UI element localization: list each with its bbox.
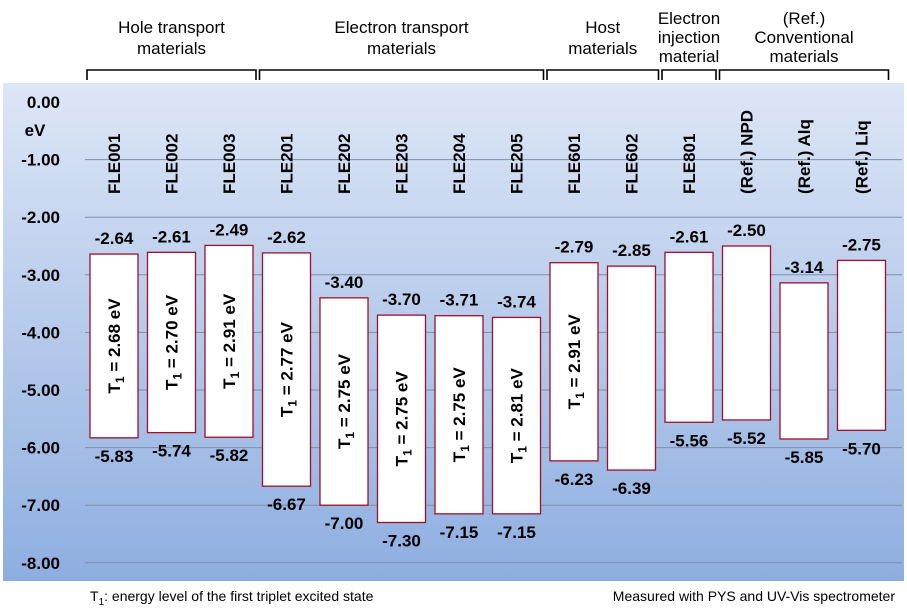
group-label: Electron — [658, 9, 720, 28]
energy-bar — [836, 259, 887, 431]
category-label: FLE204 — [450, 133, 469, 194]
top-value-label: -2.75 — [842, 235, 881, 254]
top-value-label: -2.85 — [612, 241, 651, 260]
triplet-energy-label: T1 = 2.75 eV — [335, 353, 357, 449]
y-tick-label: -8.00 — [21, 554, 60, 573]
y-tick-label: -2.00 — [21, 208, 60, 227]
category-label: FLE003 — [220, 134, 239, 194]
bottom-value-label: -5.56 — [670, 431, 709, 450]
energy-bar — [779, 282, 829, 440]
top-value-label: -2.79 — [555, 238, 594, 257]
bottom-value-label: -5.83 — [95, 447, 134, 466]
group-label: Conventional — [754, 28, 853, 47]
energy-bar — [434, 315, 484, 515]
group-label: materials — [568, 39, 637, 58]
top-value-label: -3.71 — [440, 291, 479, 310]
group-label: Hole transport — [118, 18, 225, 37]
bottom-value-label: -6.67 — [267, 495, 306, 514]
energy-bar — [721, 245, 772, 421]
triplet-energy-label: T1 = 2.70 eV — [163, 294, 185, 390]
top-value-label: -3.14 — [785, 258, 824, 277]
y-tick-label: -6.00 — [21, 439, 60, 458]
top-value-label: -2.50 — [727, 221, 766, 240]
group-bracket — [661, 69, 717, 80]
category-label: (Ref.) NPD — [738, 110, 757, 194]
energy-bar — [204, 244, 254, 438]
triplet-energy-label: T1 = 2.75 eV — [450, 367, 472, 463]
category-label: FLE602 — [623, 134, 642, 194]
top-value-label: -3.70 — [382, 290, 421, 309]
category-label: FLE201 — [278, 134, 297, 194]
group-bracket — [546, 69, 660, 80]
category-label: FLE203 — [393, 134, 412, 194]
energy-bar — [606, 265, 657, 471]
footnote-measurement: Measured with PYS and UV-Vis spectromete… — [612, 588, 895, 604]
energy-bar — [376, 314, 427, 524]
energy-bar — [89, 253, 139, 439]
y-tick-label: 0.00 — [27, 93, 60, 112]
y-tick-label: -5.00 — [21, 381, 60, 400]
energy-bar — [261, 252, 312, 487]
triplet-energy-label: T1 = 2.77 eV — [278, 321, 300, 417]
energy-bar — [549, 262, 599, 462]
footnote-subscript: 1 — [98, 596, 105, 608]
footnote-triplet: T1: energy level of the first triplet ex… — [90, 588, 373, 608]
group-label: materials — [770, 47, 839, 66]
category-label: FLE002 — [163, 134, 182, 194]
triplet-energy-label: T1 = 2.81 eV — [508, 367, 530, 463]
bottom-value-label: -5.82 — [210, 446, 249, 465]
energy-bar — [146, 251, 197, 434]
bottom-value-label: -5.70 — [842, 439, 881, 458]
top-value-label: -3.40 — [325, 273, 364, 292]
bottom-value-label: -7.00 — [325, 514, 364, 533]
category-label: FLE205 — [508, 134, 527, 194]
category-label: FLE001 — [105, 134, 124, 194]
group-label: materials — [137, 39, 206, 58]
group-label: materials — [367, 39, 436, 58]
top-value-label: -2.64 — [95, 229, 134, 248]
group-label: Host — [585, 18, 620, 37]
energy-bar — [491, 316, 542, 515]
footnote-text: : energy level of the first triplet exci… — [104, 588, 374, 604]
top-value-label: -2.61 — [152, 227, 191, 246]
y-tick-label: -3.00 — [21, 266, 60, 285]
bottom-value-label: -5.74 — [152, 442, 191, 461]
triplet-energy-label: T1 = 2.75 eV — [393, 371, 415, 467]
y-tick-label: -4.00 — [21, 323, 60, 342]
bottom-value-label: -5.52 — [727, 429, 766, 448]
top-value-label: -2.61 — [670, 227, 709, 246]
y-axis-unit: eV — [25, 121, 46, 140]
group-label: injection — [658, 28, 720, 47]
group-label: (Ref.) — [783, 9, 826, 28]
group-label: Electron transport — [334, 18, 468, 37]
group-bracket — [258, 69, 545, 80]
bottom-value-label: -7.30 — [382, 531, 421, 550]
energy-bar — [664, 251, 714, 423]
bottom-value-label: -6.39 — [612, 479, 651, 498]
triplet-energy-label: T1 = 2.68 eV — [105, 298, 127, 394]
category-label: (Ref.) Liq — [853, 120, 872, 194]
bottom-value-label: -7.15 — [497, 523, 536, 542]
triplet-energy-label: T1 = 2.91 eV — [220, 293, 242, 389]
top-value-label: -2.62 — [267, 228, 306, 247]
bottom-value-label: -5.85 — [785, 448, 824, 467]
category-label: FLE202 — [335, 134, 354, 194]
triplet-energy-label: T1 = 2.91 eV — [565, 314, 587, 410]
group-label: material — [659, 47, 719, 66]
bottom-value-label: -6.23 — [555, 470, 594, 489]
group-bracket — [86, 69, 257, 80]
footnote-symbol: T — [90, 588, 99, 604]
category-label: FLE801 — [680, 134, 699, 194]
energy-bar — [319, 297, 369, 506]
y-tick-label: -7.00 — [21, 496, 60, 515]
category-label: FLE601 — [565, 134, 584, 194]
category-label: (Ref.) Alq — [795, 119, 814, 194]
top-value-label: -2.49 — [210, 220, 249, 239]
group-bracket — [718, 69, 890, 80]
y-tick-label: -1.00 — [21, 151, 60, 170]
top-value-label: -3.74 — [497, 292, 536, 311]
bottom-value-label: -7.15 — [440, 523, 479, 542]
